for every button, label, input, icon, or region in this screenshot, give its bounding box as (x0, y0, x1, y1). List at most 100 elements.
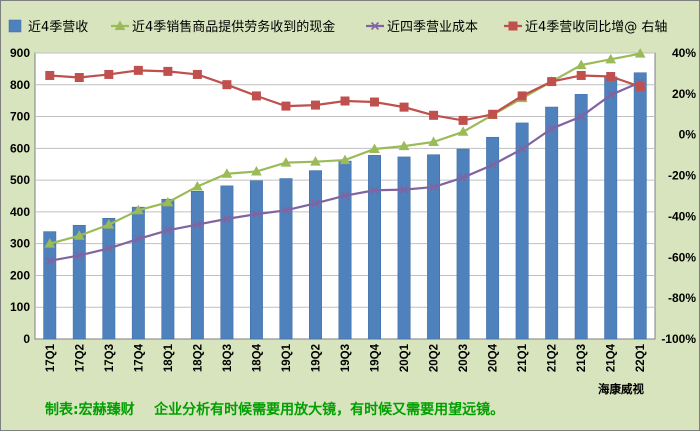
line-marker (577, 112, 586, 121)
line-marker-stroke (370, 21, 380, 31)
line-marker (457, 126, 469, 136)
y-left-tick-label: 800 (10, 78, 30, 92)
x-tick-label: 19Q1 (281, 343, 293, 372)
y-right-tick-label: -40% (668, 209, 696, 223)
line-marker (399, 185, 409, 194)
x-tick-label: 17Q2 (74, 344, 86, 372)
line-marker-stroke (547, 124, 556, 133)
bar (43, 231, 57, 340)
x-tick-label: 19Q2 (310, 344, 322, 372)
line-marker (133, 65, 143, 75)
line-marker-stroke (488, 160, 497, 169)
bar (309, 170, 322, 340)
right-axis-ticks: -100% -80% -60% -40% -20% 0% 20% 40% (661, 46, 696, 346)
y-right-tick-label: -60% (668, 250, 696, 264)
line-marker (399, 102, 409, 112)
bar (515, 122, 529, 340)
y-left-tick-label: 200 (10, 268, 30, 282)
line-marker-stroke (252, 210, 261, 219)
line-marker-stroke (577, 112, 586, 121)
line-marker (114, 20, 126, 30)
line-marker-stroke (518, 144, 527, 154)
line-marker (339, 154, 351, 165)
line-marker (547, 77, 557, 87)
line-marker-stroke (606, 90, 615, 100)
x-tick-label: 18Q1 (163, 343, 175, 372)
line-marker (311, 199, 320, 208)
line-marker (428, 136, 439, 146)
y-left-tick-label: 700 (10, 110, 30, 124)
line-marker-stroke (429, 183, 438, 192)
line-marker (45, 256, 54, 265)
line-marker (488, 109, 498, 119)
x-tick-label: 17Q3 (104, 344, 116, 372)
line-marker-stroke (193, 220, 202, 229)
line-marker (508, 21, 518, 31)
line-marker (45, 70, 55, 80)
line-marker (606, 90, 615, 100)
caption: 制表:宏赫臻财 企业分析有时候需要用放大镜，有时候又需要用望远镜。 (45, 401, 504, 418)
line-marker (635, 82, 645, 92)
line-marker-stroke (163, 226, 172, 235)
x-tick-label: 21Q4 (606, 343, 618, 372)
line-marker-stroke (134, 234, 143, 243)
line-marker (281, 206, 291, 215)
legend-label: 近4季营收同比增@ 右轴 (525, 20, 667, 35)
bar (72, 224, 86, 340)
line-marker (162, 196, 174, 207)
line-marker (310, 156, 321, 166)
line-marker (222, 214, 231, 223)
x-tick-label: 18Q2 (192, 344, 204, 372)
bar (131, 206, 145, 340)
y-right-tick-label: 40% (672, 46, 696, 60)
x-tick-label: 20Q4 (488, 343, 500, 372)
line-marker (488, 160, 497, 169)
legend-label: 近4季营收 (28, 20, 88, 35)
x-tick-label: 18Q4 (251, 343, 263, 372)
line-marker (132, 204, 144, 215)
line-marker (575, 59, 587, 70)
y-left-tick-label: 500 (10, 173, 30, 187)
y-left-tick-label: 900 (10, 46, 30, 60)
x-tick-label: 21Q3 (576, 344, 588, 372)
line-marker (398, 140, 410, 151)
line-marker (163, 226, 172, 235)
bar (486, 136, 500, 340)
y-left-tick-label: 600 (10, 141, 30, 155)
line-marker (547, 124, 556, 133)
bar (338, 160, 352, 340)
line-marker (222, 80, 232, 90)
legend-label: 近四季营业成本 (387, 20, 478, 35)
line-marker (251, 166, 262, 176)
line-marker (75, 251, 84, 260)
line-marker (104, 244, 113, 253)
line-marker (103, 219, 115, 229)
y-left-tick-label: 300 (10, 237, 30, 251)
line-marker (281, 101, 291, 111)
line-marker-stroke (75, 251, 84, 260)
line-marker-stroke (104, 244, 113, 253)
x-axis-ticks: 17Q1 17Q2 17Q3 17Q4 18Q1 18Q2 18Q3 18Q4 19Q1 19Q2… (45, 343, 647, 372)
line-marker-stroke (311, 199, 320, 208)
y-left-tick-label: 400 (10, 205, 30, 219)
credit-label: 海康威视 (598, 382, 644, 396)
line-marker (370, 21, 380, 31)
line-marker (340, 191, 350, 200)
line-marker (73, 230, 85, 240)
line-marker (458, 115, 468, 125)
bar (574, 94, 588, 340)
bar (456, 148, 470, 340)
bar (161, 198, 175, 340)
line-marker-stroke (281, 206, 291, 215)
x-tick-label: 20Q3 (458, 344, 470, 372)
line-marker-stroke (222, 214, 231, 223)
line-marker (252, 210, 261, 219)
line-marker-stroke (340, 191, 350, 200)
bar (102, 217, 116, 340)
line-marker-stroke (370, 186, 379, 195)
line-marker (605, 53, 617, 64)
x-tick-label: 17Q1 (45, 343, 57, 372)
line-marker-stroke (45, 256, 54, 265)
